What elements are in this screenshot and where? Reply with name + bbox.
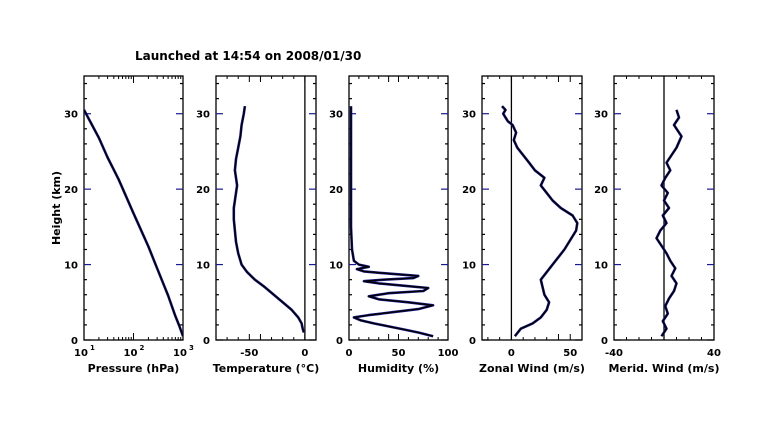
series-line-shadow bbox=[349, 106, 435, 338]
series-line bbox=[350, 106, 434, 337]
panel-4: 0 10 20 30 0 50 Zonal Wind (m/s) bbox=[462, 75, 585, 375]
x-axis-label: Humidity (%) bbox=[358, 362, 439, 375]
y-tick-label: 10 bbox=[329, 261, 343, 272]
y-tick-label: 10 bbox=[594, 261, 608, 272]
y-tick-label: 20 bbox=[462, 185, 476, 196]
x-tick-label: 50 bbox=[392, 348, 406, 359]
x-tick-label: 0 bbox=[301, 348, 308, 359]
x-axis-label: Pressure (hPa) bbox=[88, 362, 180, 375]
y-tick-label: 20 bbox=[196, 185, 210, 196]
y-tick-label: 0 bbox=[469, 336, 476, 347]
series-line bbox=[84, 109, 183, 337]
x-axis-label: Zonal Wind (m/s) bbox=[479, 362, 585, 375]
x-tick-label: -40 bbox=[605, 348, 623, 359]
series-line-shadow bbox=[84, 109, 183, 337]
series-line bbox=[655, 109, 683, 337]
y-tick-label: 0 bbox=[601, 336, 608, 347]
y-tick-label: 10 bbox=[64, 261, 78, 272]
panel-5: 0 10 20 30 -40 40 Merid. Wind (m/s) bbox=[594, 75, 721, 375]
x-tick-label: 40 bbox=[707, 348, 721, 359]
y-tick-label: 0 bbox=[71, 336, 78, 347]
panel-frame bbox=[215, 75, 317, 341]
x-tick-label-exponent: 3 bbox=[189, 344, 194, 352]
y-tick-label: 30 bbox=[196, 110, 210, 121]
x-tick-label: 0 bbox=[508, 348, 515, 359]
x-axis-label: Merid. Wind (m/s) bbox=[608, 362, 719, 375]
y-tick-label: 10 bbox=[196, 261, 210, 272]
y-tick-label: 30 bbox=[462, 110, 476, 121]
x-tick-label: 10 bbox=[173, 348, 187, 359]
x-tick-label-exponent: 2 bbox=[140, 344, 145, 352]
y-tick-label: 30 bbox=[594, 110, 608, 121]
y-tick-label: 20 bbox=[64, 185, 78, 196]
y-tick-label: 20 bbox=[594, 185, 608, 196]
x-tick-label: 10 bbox=[124, 348, 138, 359]
series-line-shadow bbox=[501, 105, 579, 338]
x-tick-label: -50 bbox=[240, 348, 258, 359]
y-tick-label: 30 bbox=[64, 110, 78, 121]
panel-frame bbox=[83, 75, 184, 341]
x-axis-label: Temperature (°C) bbox=[213, 362, 320, 375]
series-line-shadow bbox=[232, 106, 306, 333]
y-tick-label: 0 bbox=[203, 336, 210, 347]
x-tick-label: 10 bbox=[74, 348, 88, 359]
x-tick-label: 50 bbox=[563, 348, 577, 359]
series-line bbox=[501, 105, 578, 337]
panel-3: 0 10 20 30 0 50 100 Humidity (%) bbox=[329, 75, 459, 375]
y-tick-label: 0 bbox=[336, 336, 343, 347]
chart-title: Launched at 14:54 on 2008/01/30 bbox=[135, 49, 361, 63]
x-tick-label: 100 bbox=[438, 348, 459, 359]
y-axis-label: Height (km) bbox=[50, 171, 63, 245]
panel-frame bbox=[481, 75, 583, 341]
series-line bbox=[233, 106, 305, 333]
panel-2: 0 10 20 30 -50 0 Temperature (°C) bbox=[196, 75, 320, 375]
x-tick-label-exponent: 1 bbox=[90, 344, 95, 352]
y-tick-label: 10 bbox=[462, 261, 476, 272]
y-tick-label: 20 bbox=[329, 185, 343, 196]
x-tick-label: 0 bbox=[346, 348, 353, 359]
y-tick-label: 30 bbox=[329, 110, 343, 121]
